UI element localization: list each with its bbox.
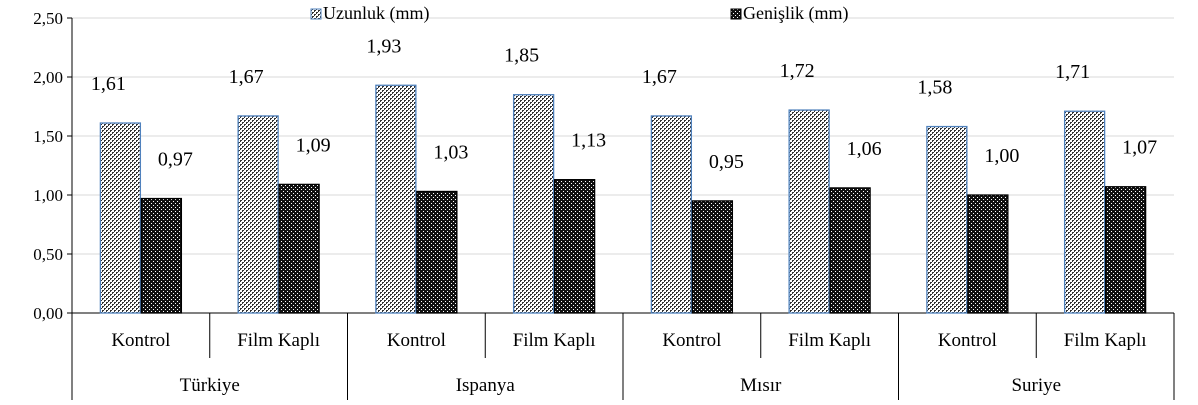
bar [512,94,555,314]
data-label: 1,13 [571,130,606,152]
bar [1104,186,1147,314]
bar [967,194,1009,314]
category-label: Film Kaplı [237,330,320,351]
data-label: 1,85 [504,45,539,67]
group-label: Ispanya [456,375,516,396]
group-label: Mısır [740,375,782,396]
category-label: Film Kaplı [788,330,871,351]
data-label: 1,03 [433,141,468,163]
category-label: Kontrol [662,330,721,351]
bar [99,122,142,314]
bar [278,183,320,314]
y-tick-label: 2,50 [33,9,63,28]
category-label: Kontrol [111,330,170,351]
data-label: 1,58 [917,77,952,99]
bars [99,84,1147,314]
y-tick-label: 1,50 [33,127,63,146]
legend: Uzunluk (mm) Genişlik (mm) [310,3,849,24]
data-label: 1,71 [1055,61,1090,83]
legend-swatch [730,8,742,20]
category-label: Kontrol [938,330,997,351]
bar [926,125,968,314]
bar [237,115,279,314]
data-label: 1,72 [780,60,815,82]
y-tick-label: 0,00 [33,304,63,323]
category-label: Film Kaplı [513,330,596,351]
data-label: 1,67 [229,66,264,88]
y-tick-label: 2,00 [33,68,63,87]
bar [788,109,830,314]
data-label: 1,67 [642,66,677,88]
bar [375,84,417,314]
data-label: 1,61 [91,73,126,95]
y-tick-label: 0,50 [33,245,63,264]
data-labels: 1,61 1,67 1,93 1,85 1,67 1,72 1,58 1,71 0,97 1,09… [91,35,1157,173]
bar [140,197,183,314]
data-label: 0,97 [158,149,193,171]
y-tick-label: 1,00 [33,186,63,205]
data-label: 1,09 [296,134,331,156]
category-label: Film Kaplı [1064,330,1147,351]
bar [829,187,871,314]
data-label: 1,93 [366,35,401,57]
bar [416,190,458,314]
legend-swatch [310,8,322,20]
category-label: Kontrol [387,330,446,351]
bar [650,115,693,314]
gridlines [72,17,1174,255]
bar [1063,110,1106,314]
data-label: 1,07 [1122,137,1157,159]
bar [691,200,734,314]
data-label: 0,95 [709,151,744,173]
data-label: 1,06 [847,138,882,160]
legend-entry: Uzunluk (mm) [323,3,429,24]
data-label: 1,00 [984,145,1019,167]
group-label: Türkiye [180,375,240,396]
legend-entry: Genişlik (mm) [743,3,849,24]
bar [553,179,596,314]
group-label: Suriye [1011,375,1061,396]
